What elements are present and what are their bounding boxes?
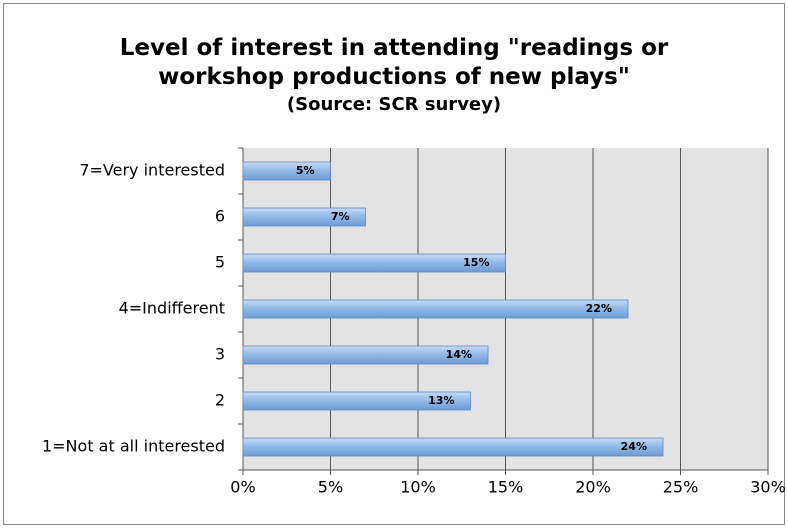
bar (242, 299, 629, 319)
x-tick-label: 0% (230, 478, 255, 497)
y-tick-label: 2 (215, 391, 225, 410)
value-label: 22% (586, 302, 612, 315)
chart-subtitle: (Source: SCR survey) (286, 94, 502, 115)
bar (242, 391, 471, 411)
value-label: 24% (621, 440, 647, 453)
titles: Level of interest in attending "readings… (0, 34, 788, 118)
x-tick-label: 15% (488, 478, 524, 497)
bar (242, 345, 489, 365)
value-label: 7% (331, 210, 350, 223)
x-tick-label: 30% (750, 478, 786, 497)
y-tick-label: 3 (215, 345, 225, 364)
value-label: 13% (428, 394, 454, 407)
x-tick-label: 25% (663, 478, 699, 497)
value-label: 15% (463, 256, 489, 269)
x-tick-label: 20% (575, 478, 611, 497)
bar (242, 161, 331, 181)
y-tick-label: 1=Not at all interested (42, 437, 225, 456)
y-tick-label: 5 (215, 253, 225, 272)
x-tick-label: 5% (318, 478, 343, 497)
value-label: 5% (296, 164, 315, 177)
value-label: 14% (446, 348, 472, 361)
chart-title: Level of interest in attending "readings… (119, 35, 669, 90)
bar (242, 253, 506, 273)
bar (242, 437, 664, 457)
x-tick-label: 10% (400, 478, 436, 497)
y-tick-label: 4=Indifferent (119, 299, 225, 318)
bar (242, 207, 366, 227)
y-tick-label: 6 (215, 207, 225, 226)
y-tick-label: 7=Very interested (79, 161, 225, 180)
